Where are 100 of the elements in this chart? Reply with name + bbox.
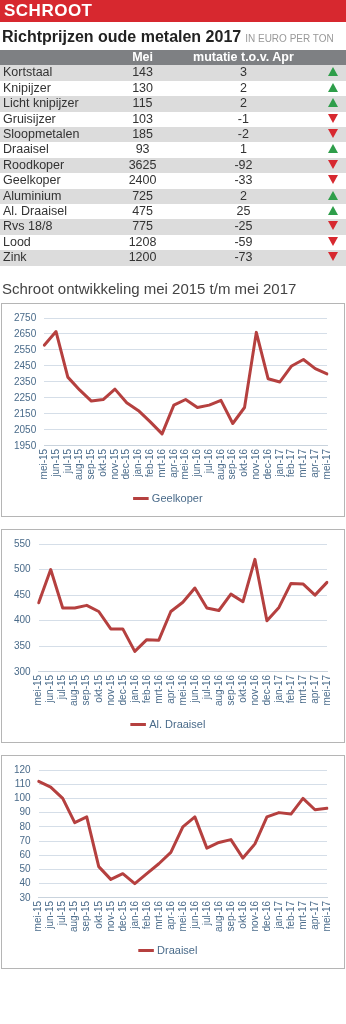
y-tick-label: 2450: [14, 359, 37, 371]
category-label: Sloopmetalen: [0, 127, 119, 143]
y-tick-label: 120: [14, 763, 32, 775]
category-label: Gruisijzer: [2, 111, 57, 128]
x-tick-label: feb-17: [285, 448, 297, 477]
data-label: -59: [233, 234, 254, 251]
x-tick-label: jul-16: [200, 900, 212, 927]
y-tick-label: 50: [19, 862, 32, 874]
data-label: 3625: [118, 157, 167, 174]
x-tick-label: jul-15: [61, 448, 73, 475]
y-tick-label: 2650: [14, 327, 37, 339]
y-tick-label: 110: [14, 777, 32, 789]
category-label: Zink: [0, 250, 119, 266]
x-tick-label: mrt-16: [155, 448, 167, 478]
x-tick-label: jan-16: [132, 448, 144, 478]
x-tick-label: apr-17: [308, 674, 320, 704]
data-label: -92: [166, 157, 320, 174]
category-label: Kortstaal: [0, 65, 119, 81]
category-label: Aluminium: [0, 188, 119, 205]
data-label: 775: [118, 219, 167, 235]
x-tick-label: sep-16: [224, 674, 236, 706]
text: IN EURO PER TON: [245, 33, 334, 44]
data-label: -25: [166, 219, 320, 235]
x-tick-label: nov-16: [248, 900, 260, 932]
y-tick-label: 350: [14, 639, 32, 651]
data-label: 93: [134, 142, 151, 158]
y-tick-label: 30: [19, 891, 32, 903]
legend-label: Draaisel: [157, 943, 198, 956]
category-label: Lood: [2, 234, 32, 251]
x-tick-label: jun-16: [188, 900, 200, 930]
x-tick-label: jan-16: [128, 674, 140, 704]
x-tick-label: jun-16: [188, 674, 200, 704]
category-label: Roodkoper: [0, 157, 119, 174]
x-tick-label: apr-16: [164, 674, 176, 704]
x-tick-label: aug-15: [68, 900, 80, 932]
x-tick-label: okt-16: [238, 448, 250, 477]
x-tick-label: mrt-17: [297, 448, 309, 478]
x-tick-label: jun-15: [44, 674, 56, 704]
data-label: 130: [131, 80, 154, 97]
x-tick-label: mei-17: [320, 900, 332, 932]
x-tick-label: jan-17: [272, 674, 284, 704]
x-tick-label: jan-17: [273, 448, 285, 478]
y-tick-label: 2050: [14, 423, 37, 435]
x-tick-label: jul-15: [56, 674, 68, 701]
data-label: 185: [118, 127, 167, 143]
x-tick-label: feb-16: [144, 448, 156, 477]
data-label: 2400: [127, 173, 158, 189]
text: SCHROOT: [0, 0, 346, 22]
x-tick-label: mei-16: [176, 900, 188, 932]
x-tick-label: dec-15: [116, 900, 128, 932]
x-tick-label: mei-17: [320, 448, 332, 480]
x-tick-label: mei-16: [176, 674, 188, 706]
x-tick-label: mrt-17: [296, 674, 308, 704]
data-label: 475: [131, 204, 154, 220]
x-tick-label: feb-16: [140, 674, 152, 703]
x-tick-label: aug-16: [212, 674, 224, 706]
x-tick-label: apr-16: [164, 900, 176, 930]
y-tick-label: 2150: [14, 407, 37, 419]
x-tick-label: mei-15: [38, 448, 49, 480]
y-tick-label: 2750: [14, 311, 37, 323]
category-label: Draaisel: [2, 142, 50, 158]
y-tick-label: 80: [19, 820, 32, 832]
x-tick-label: sep-15: [80, 674, 92, 706]
category-label: Licht knipijzer: [0, 96, 119, 112]
category-label: Geelkoper: [2, 173, 62, 189]
x-tick-label: jul-16: [202, 448, 214, 475]
data-label: 115: [118, 96, 167, 112]
x-tick-label: mrt-17: [296, 900, 308, 930]
x-tick-label: sep-16: [226, 448, 238, 480]
data-label: -2: [166, 127, 320, 143]
y-tick-label: 90: [19, 806, 32, 818]
x-tick-label: jan-16: [128, 900, 140, 930]
data-label: 25: [235, 204, 252, 220]
x-tick-label: mei-16: [179, 448, 191, 480]
category-label: Al. Draaisel: [2, 204, 68, 220]
x-tick-label: mei-15: [32, 674, 44, 706]
y-tick-label: 2250: [14, 391, 37, 403]
x-tick-label: mei-15: [32, 900, 44, 932]
x-tick-label: mrt-16: [152, 674, 164, 704]
x-tick-label: dec-16: [261, 448, 273, 480]
x-tick-label: apr-17: [308, 900, 320, 930]
x-tick-label: nov-16: [250, 448, 262, 480]
x-tick-label: okt-16: [236, 674, 248, 703]
x-tick-label: feb-16: [140, 900, 152, 929]
x-tick-label: aug-16: [214, 448, 226, 480]
y-tick-label: 70: [19, 834, 32, 846]
y-tick-label: 550: [14, 537, 32, 549]
x-tick-label: jun-15: [44, 900, 56, 930]
x-tick-label: dec-15: [116, 674, 128, 706]
x-tick-label: sep-15: [80, 900, 92, 932]
x-tick-label: aug-16: [212, 900, 224, 932]
data-label: 2: [238, 80, 248, 97]
y-tick-label: 400: [14, 614, 32, 626]
data-label: -1: [236, 111, 250, 128]
category-label: Knipijzer: [2, 80, 52, 97]
data-label: 3: [166, 65, 320, 81]
y-tick-label: 60: [19, 848, 32, 860]
x-tick-label: sep-15: [85, 448, 97, 480]
text: Richtprijzen oude metalen 2017: [2, 28, 242, 45]
x-tick-label: apr-17: [308, 448, 320, 478]
